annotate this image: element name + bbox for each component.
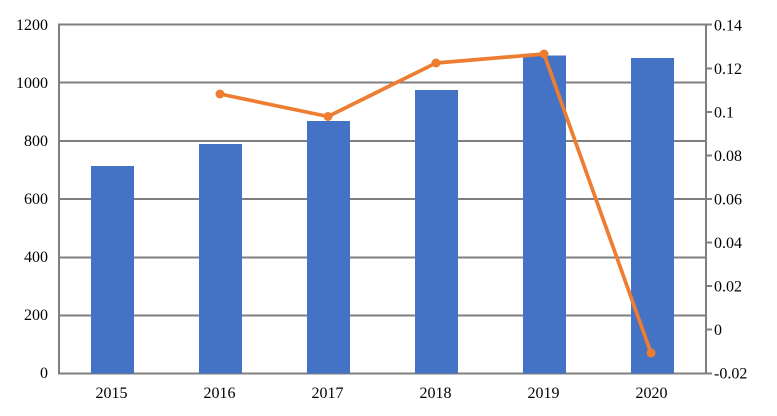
svg-text:600: 600 — [24, 191, 48, 208]
svg-text:2017: 2017 — [312, 385, 344, 402]
svg-text:0: 0 — [714, 322, 722, 339]
svg-text:0.12: 0.12 — [714, 61, 742, 78]
svg-text:800: 800 — [24, 133, 48, 150]
svg-text:0.08: 0.08 — [714, 148, 742, 165]
svg-text:0.14: 0.14 — [714, 18, 742, 35]
svg-text:0.1: 0.1 — [714, 105, 734, 122]
svg-text:2018: 2018 — [420, 385, 452, 402]
svg-text:2019: 2019 — [528, 385, 560, 402]
svg-text:0: 0 — [40, 365, 48, 382]
svg-text:200: 200 — [24, 307, 48, 324]
svg-text:0.04: 0.04 — [714, 235, 742, 252]
svg-text:1200: 1200 — [16, 17, 48, 34]
svg-text:0.02: 0.02 — [714, 279, 742, 296]
svg-text:2015: 2015 — [96, 385, 128, 402]
svg-text:-0.02: -0.02 — [714, 366, 747, 383]
svg-text:2016: 2016 — [204, 385, 236, 402]
svg-text:400: 400 — [24, 249, 48, 266]
svg-text:2020: 2020 — [636, 385, 668, 402]
svg-text:0.06: 0.06 — [714, 192, 742, 209]
svg-text:1000: 1000 — [16, 75, 48, 92]
